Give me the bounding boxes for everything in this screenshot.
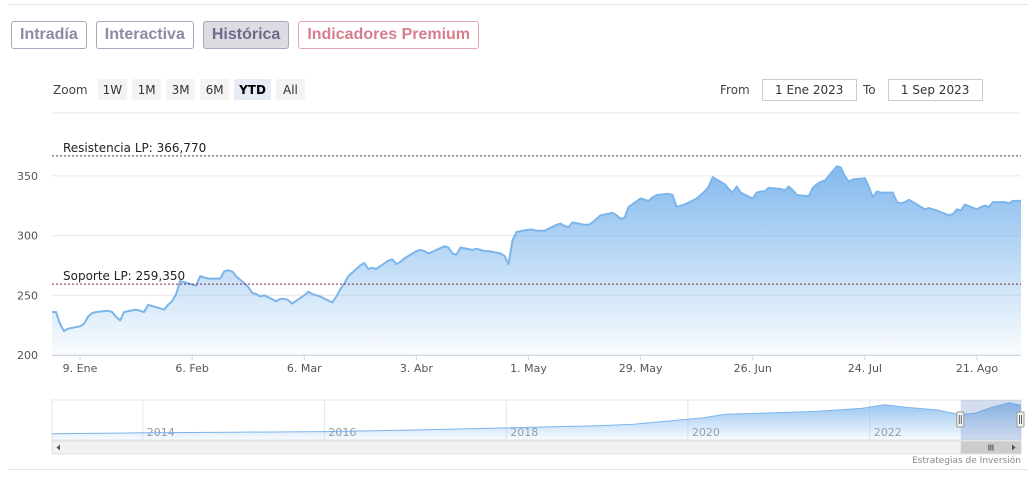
scroll-right-icon xyxy=(1012,444,1016,451)
tab-historica[interactable]: Histórica xyxy=(202,21,290,49)
y-tick-label: 300 xyxy=(17,230,38,243)
price-line xyxy=(52,165,1021,333)
price-area xyxy=(52,166,1021,355)
range-from: From 1 Ene 2023 xyxy=(720,79,857,101)
navigator-line xyxy=(51,402,1022,435)
zoom-all-button[interactable]: All xyxy=(275,79,305,100)
y-tick-label: 200 xyxy=(17,349,38,362)
zoom-ytd-button[interactable]: YTD xyxy=(234,79,271,100)
to-date-input[interactable]: 1 Sep 2023 xyxy=(887,79,983,101)
chart-credit: Estrategias de Inversión xyxy=(912,456,1021,466)
range-to: To 1 Sep 2023 xyxy=(863,79,983,101)
x-tick-label: 9. Ene xyxy=(63,362,98,375)
to-label: To xyxy=(863,83,876,97)
left-range-handle[interactable] xyxy=(956,411,965,428)
y-tick-label: 250 xyxy=(17,289,38,302)
tab-interactiva[interactable]: Interactiva xyxy=(95,21,194,49)
x-tick-label: 24. Jul xyxy=(848,362,882,375)
support-label: Soporte LP: 259,350 xyxy=(63,269,185,283)
bottom-divider xyxy=(8,469,1028,470)
zoom-label: Zoom xyxy=(53,82,88,97)
x-tick-label: 21. Ago xyxy=(956,362,998,375)
navigator-area xyxy=(52,402,1021,440)
resistance-label: Resistencia LP: 366,770 xyxy=(63,141,206,155)
view-tabs: Intradía Interactiva Histórica Indicador… xyxy=(11,21,480,49)
zoom-3m-button[interactable]: 3M xyxy=(166,79,196,100)
from-label: From xyxy=(720,83,750,97)
x-tick-label: 6. Feb xyxy=(175,362,208,375)
tab-intradia[interactable]: Intradía xyxy=(11,21,87,49)
scroll-left-icon xyxy=(56,444,60,451)
x-tick-label: 1. May xyxy=(510,362,547,375)
scrollbar-track[interactable] xyxy=(51,440,1022,455)
x-tick-label: 3. Abr xyxy=(400,362,433,375)
tab-indicadores-premium[interactable]: Indicadores Premium xyxy=(298,21,480,49)
y-tick-label: 350 xyxy=(17,170,38,183)
x-tick-label: 29. May xyxy=(619,362,663,375)
zoom-1w-button[interactable]: 1W xyxy=(97,79,128,100)
x-tick-label: 6. Mar xyxy=(287,362,322,375)
from-date-input[interactable]: 1 Ene 2023 xyxy=(761,79,857,101)
zoom-selector: Zoom 1W 1M 3M 6M YTD All xyxy=(53,79,305,100)
right-range-handle[interactable] xyxy=(1016,411,1025,428)
navigator-selected-range[interactable] xyxy=(960,400,1021,440)
zoom-6m-button[interactable]: 6M xyxy=(200,79,230,100)
top-divider xyxy=(8,4,1028,5)
zoom-1m-button[interactable]: 1M xyxy=(132,79,162,100)
x-tick-label: 26. Jun xyxy=(734,362,772,375)
